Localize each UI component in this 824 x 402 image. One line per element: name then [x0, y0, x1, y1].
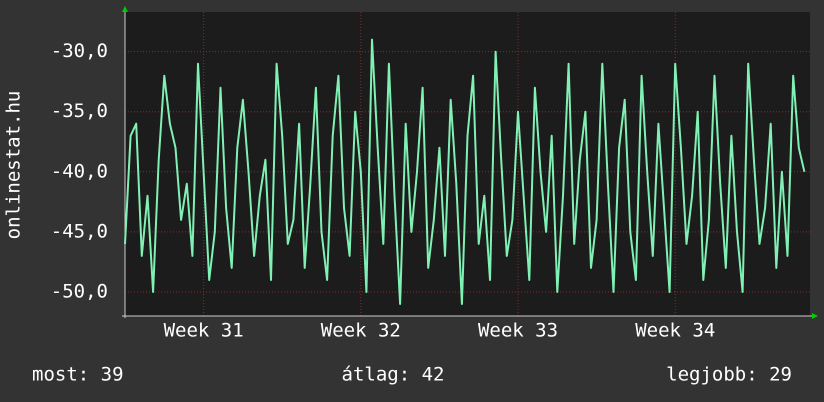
y-arrow	[122, 6, 128, 12]
grid	[125, 12, 810, 316]
line-series	[124, 38, 806, 305]
y-axis-label: onlinestat.hu	[3, 91, 25, 240]
y-tick-label: -50,0	[51, 280, 108, 302]
stat: most: 39	[32, 364, 124, 386]
x-tick-label: Week 34	[635, 320, 715, 342]
stat: legjobb: 29	[666, 364, 792, 386]
y-tick-label: -35,0	[51, 100, 108, 122]
x-tick-label: Week 32	[321, 320, 401, 342]
x-tick-label: Week 33	[478, 320, 558, 342]
x-tick-label: Week 31	[164, 320, 244, 342]
x-arrow	[812, 313, 818, 319]
stat: átlag: 42	[342, 364, 445, 386]
y-tick-label: -40,0	[51, 160, 108, 182]
y-tick-label: -45,0	[51, 220, 108, 242]
y-tick-label: -30,0	[51, 40, 108, 62]
